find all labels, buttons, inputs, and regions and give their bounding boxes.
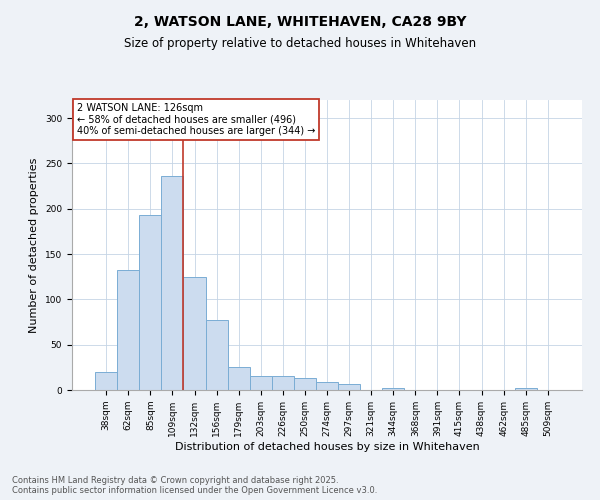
Bar: [515, 388, 537, 390]
Bar: [161, 176, 184, 390]
Bar: [272, 376, 294, 390]
Text: Contains HM Land Registry data © Crown copyright and database right 2025.
Contai: Contains HM Land Registry data © Crown c…: [12, 476, 377, 495]
Bar: [206, 320, 227, 390]
Bar: [294, 378, 316, 390]
Y-axis label: Number of detached properties: Number of detached properties: [29, 158, 40, 332]
Bar: [117, 270, 139, 390]
Text: 2, WATSON LANE, WHITEHAVEN, CA28 9BY: 2, WATSON LANE, WHITEHAVEN, CA28 9BY: [134, 15, 466, 29]
Bar: [139, 215, 161, 390]
Bar: [316, 382, 338, 390]
Bar: [184, 276, 206, 390]
X-axis label: Distribution of detached houses by size in Whitehaven: Distribution of detached houses by size …: [175, 442, 479, 452]
Text: 2 WATSON LANE: 126sqm
← 58% of detached houses are smaller (496)
40% of semi-det: 2 WATSON LANE: 126sqm ← 58% of detached …: [77, 103, 316, 136]
Bar: [95, 372, 117, 390]
Text: Size of property relative to detached houses in Whitehaven: Size of property relative to detached ho…: [124, 38, 476, 51]
Bar: [250, 376, 272, 390]
Bar: [382, 388, 404, 390]
Bar: [338, 384, 360, 390]
Bar: [227, 368, 250, 390]
